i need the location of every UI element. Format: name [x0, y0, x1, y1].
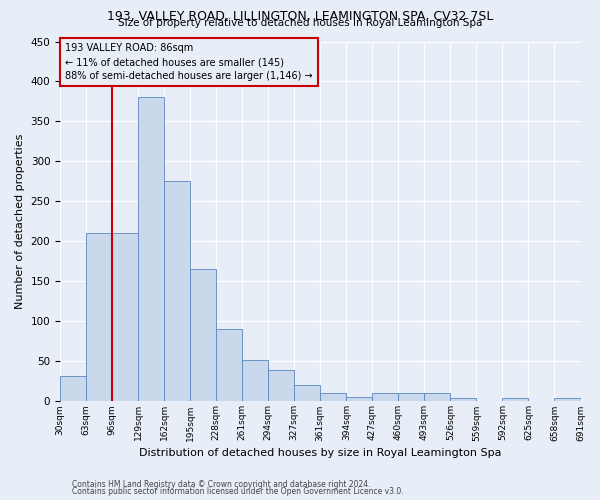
Bar [502, 398, 529, 402]
X-axis label: Distribution of detached houses by size in Royal Leamington Spa: Distribution of detached houses by size … [139, 448, 502, 458]
Text: 193, VALLEY ROAD, LILLINGTON, LEAMINGTON SPA, CV32 7SL: 193, VALLEY ROAD, LILLINGTON, LEAMINGTON… [107, 10, 493, 23]
Bar [138, 98, 164, 402]
Text: Contains HM Land Registry data © Crown copyright and database right 2024.: Contains HM Land Registry data © Crown c… [72, 480, 371, 489]
Text: Size of property relative to detached houses in Royal Leamington Spa: Size of property relative to detached ho… [118, 18, 482, 28]
Bar [164, 182, 190, 402]
Text: 193 VALLEY ROAD: 86sqm
← 11% of detached houses are smaller (145)
88% of semi-de: 193 VALLEY ROAD: 86sqm ← 11% of detached… [65, 43, 313, 81]
Bar [60, 376, 86, 402]
Bar [373, 392, 398, 402]
Bar [86, 234, 112, 402]
Bar [268, 370, 294, 402]
Bar [346, 396, 373, 402]
Bar [216, 330, 242, 402]
Bar [242, 360, 268, 402]
Bar [190, 270, 216, 402]
Bar [112, 234, 138, 402]
Text: Contains public sector information licensed under the Open Government Licence v3: Contains public sector information licen… [72, 487, 404, 496]
Bar [294, 386, 320, 402]
Y-axis label: Number of detached properties: Number of detached properties [15, 134, 25, 309]
Bar [398, 392, 424, 402]
Bar [424, 394, 451, 402]
Bar [451, 398, 476, 402]
Bar [554, 398, 581, 402]
Bar [320, 392, 346, 402]
